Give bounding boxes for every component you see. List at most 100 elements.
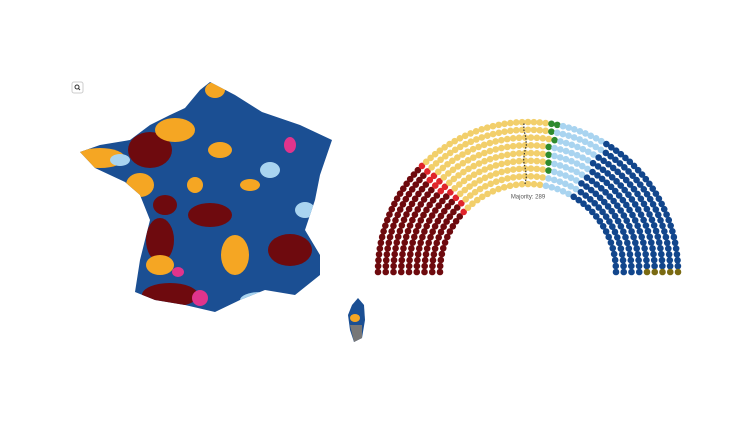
seat [551,160,558,168]
seat [616,160,624,167]
seat [663,211,670,218]
seat [630,233,637,241]
seat [431,182,439,189]
zoom-button[interactable] [71,81,84,94]
seat [545,135,553,143]
seat [405,205,413,213]
seat [573,177,580,184]
seat [608,207,616,215]
seat [451,184,459,192]
seat [589,168,596,176]
seat [609,244,617,252]
seat [481,157,488,165]
seat [476,185,484,193]
seat [461,186,469,194]
seat [638,233,646,241]
seat [556,170,564,177]
seat [460,177,468,185]
seat [599,208,606,216]
seat [545,143,553,151]
seat [456,213,464,220]
seat [390,256,398,264]
seat [630,162,638,170]
seat [515,150,523,157]
seat [382,262,390,270]
seat [426,176,434,184]
seat [407,250,414,258]
seat [641,245,648,252]
seat [492,178,500,185]
seat [498,176,506,184]
seat [584,157,592,164]
seat [533,134,541,142]
seat [651,268,659,276]
seat [557,138,564,145]
seat [660,205,668,213]
seat [444,160,451,168]
seat [433,239,441,247]
seat [375,251,383,258]
seat [665,245,672,252]
seat [587,132,595,140]
seat [412,181,420,188]
seat [536,181,544,189]
seat [409,239,416,246]
seat [640,239,647,246]
seat [489,130,497,138]
seat [437,187,445,195]
seat [480,141,488,149]
seat [603,179,611,187]
seat [482,182,489,190]
seat [442,152,449,160]
seat [461,132,469,140]
seat [565,190,572,198]
seat [478,126,485,133]
seat [635,262,643,270]
seat [383,251,391,258]
seat [515,173,523,180]
seat [421,256,429,264]
seat [612,147,620,154]
seat [487,172,494,179]
seat [470,162,478,170]
seat [495,121,503,129]
seat [465,165,472,173]
seat [449,157,456,165]
seat [638,171,646,178]
seat [562,139,570,147]
seat [382,268,390,276]
seat [533,173,541,180]
seat [410,233,418,241]
seat [628,268,635,276]
seat [464,148,472,156]
seat [640,200,648,208]
seat [654,233,662,241]
seat [650,222,658,229]
seat [573,151,581,159]
seat [434,168,442,176]
seat [454,163,462,170]
seat [466,192,474,199]
seat [391,250,398,258]
seat [583,174,591,181]
seat [492,162,500,169]
seat [376,245,384,252]
seat [597,146,605,154]
seat [521,141,529,149]
seat [580,200,587,208]
seat [666,262,674,270]
seat [414,256,421,264]
seat [599,166,607,174]
seat [593,181,600,188]
seat [673,251,681,258]
seat [628,262,635,270]
seat [449,166,457,174]
seat [374,262,382,270]
seat [635,268,643,276]
seat [595,154,602,161]
seat [405,262,413,270]
seat [446,140,453,148]
seat [634,166,642,174]
majority-label: Majority: 289 [511,195,546,201]
